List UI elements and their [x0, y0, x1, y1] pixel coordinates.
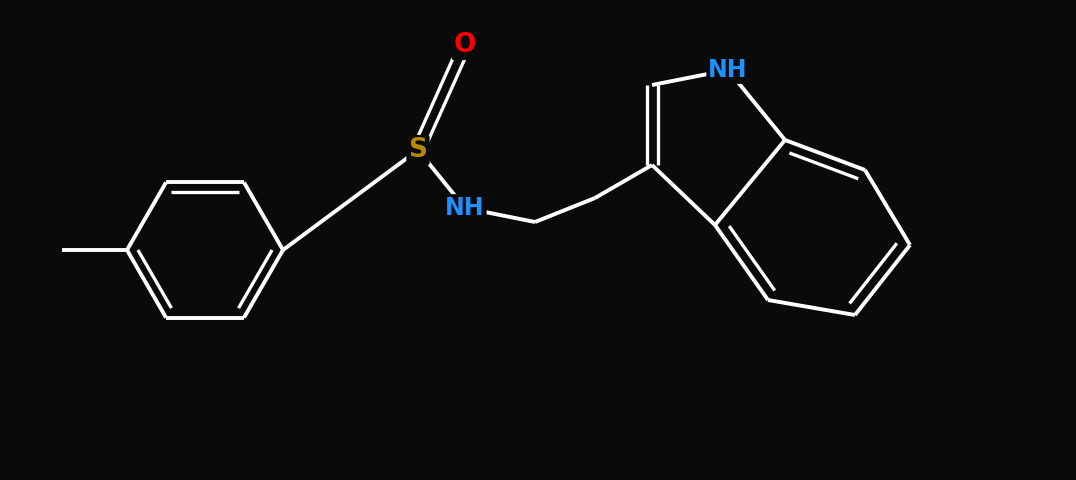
Text: NH: NH: [708, 58, 748, 82]
Text: S: S: [409, 137, 427, 163]
Text: O: O: [454, 32, 477, 58]
Text: NH: NH: [445, 196, 485, 220]
